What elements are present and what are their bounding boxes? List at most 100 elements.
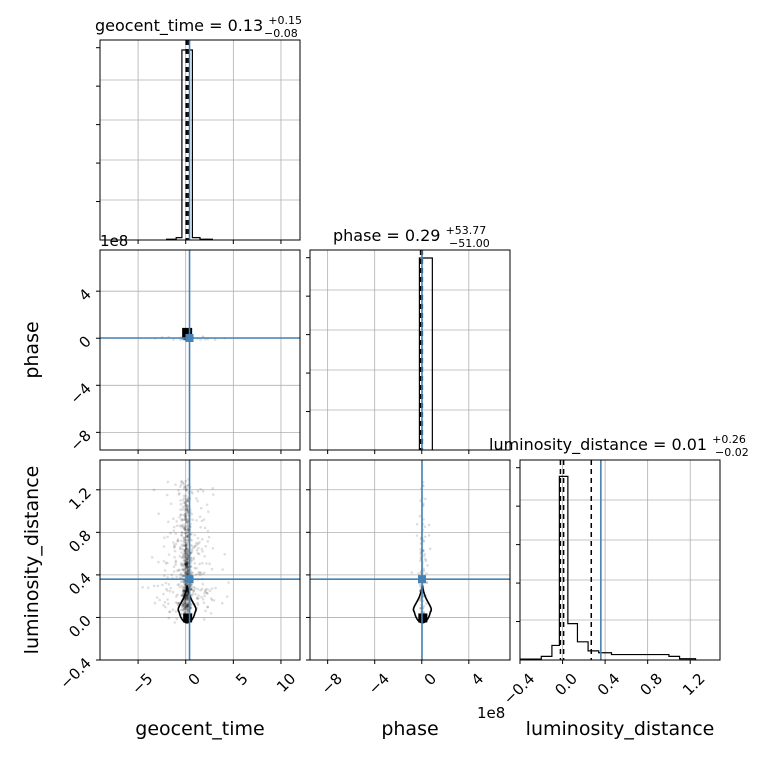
sample-point <box>186 602 190 605</box>
sample-point <box>177 493 181 496</box>
sample-point <box>181 531 184 534</box>
scatter-points <box>410 480 432 621</box>
panel-luminosity_distance-phase <box>306 459 511 664</box>
sample-point <box>181 589 185 593</box>
sample-point <box>191 518 194 521</box>
sample-point <box>183 600 186 603</box>
sample-point <box>182 610 186 613</box>
sample-point <box>198 515 202 519</box>
sample-point <box>186 565 190 569</box>
sample-point <box>422 518 425 521</box>
sample-point <box>423 535 427 538</box>
sample-point <box>184 571 187 575</box>
x-axis-label-luminosity-distance: luminosity_distance <box>526 718 715 740</box>
sample-point <box>185 573 188 576</box>
sample-point <box>141 585 144 589</box>
sample-point <box>183 518 187 521</box>
sample-point <box>195 548 199 552</box>
sample-point <box>185 602 189 606</box>
sample-point <box>182 538 186 542</box>
sample-point <box>182 513 186 517</box>
sample-point <box>186 571 189 575</box>
sample-point <box>184 605 187 609</box>
sample-point <box>184 547 188 551</box>
title-luminosity-distance-minus: −0.02 <box>715 446 749 459</box>
sample-point <box>192 590 195 594</box>
sample-point <box>181 554 185 558</box>
density-peak <box>183 613 193 623</box>
sample-point <box>184 605 188 609</box>
sample-point <box>189 565 193 569</box>
sample-point <box>185 594 189 598</box>
sample-point <box>186 595 189 598</box>
sample-point <box>186 593 189 597</box>
sample-point <box>180 539 183 543</box>
y-tick-label-luminosity-distance-4: 1.2 <box>65 484 95 514</box>
x-tick-label-phase-2: 0 <box>421 670 440 689</box>
sample-point <box>185 563 189 566</box>
sample-point <box>211 547 215 550</box>
sample-point <box>185 562 188 566</box>
sample-point <box>181 601 185 605</box>
sample-point <box>185 572 189 575</box>
sample-point <box>186 526 189 529</box>
sample-point <box>183 536 187 540</box>
sample-point <box>169 502 173 506</box>
sample-point <box>210 567 214 571</box>
sample-point <box>176 583 180 587</box>
sample-point <box>165 493 169 497</box>
sample-point <box>183 553 186 556</box>
sample-point <box>186 510 189 513</box>
sample-point <box>182 487 186 491</box>
sample-point <box>183 541 186 544</box>
sample-point <box>194 573 198 577</box>
sample-point <box>186 550 189 553</box>
sample-point <box>183 551 187 554</box>
sample-point <box>185 611 189 614</box>
sample-point <box>162 545 166 548</box>
sample-point <box>203 594 206 598</box>
sample-point <box>184 488 188 492</box>
sample-point <box>184 543 188 547</box>
sample-point <box>181 594 184 597</box>
sample-point <box>204 590 207 593</box>
x-tick-label-geocent-time-3: 10 <box>273 670 299 696</box>
sample-point <box>208 589 212 592</box>
grid <box>520 460 720 660</box>
sample-point <box>186 530 189 534</box>
sample-point <box>166 561 169 565</box>
sample-point <box>200 538 204 541</box>
sample-point <box>185 562 189 565</box>
sample-point <box>179 572 183 575</box>
sample-point <box>161 583 164 587</box>
sample-point <box>179 609 183 612</box>
sample-point <box>174 610 178 613</box>
sample-point <box>415 522 419 526</box>
sample-point <box>172 541 175 544</box>
sample-point <box>197 542 200 545</box>
sample-point <box>180 524 184 527</box>
sample-point <box>186 508 189 512</box>
sample-point <box>178 524 182 527</box>
sample-point <box>199 506 203 510</box>
sample-point <box>183 518 187 521</box>
panel-content <box>310 460 510 660</box>
sample-point <box>185 563 188 567</box>
sample-point <box>166 535 169 539</box>
title-phase-main: phase = 0.29 <box>333 226 440 245</box>
sample-point <box>162 592 165 596</box>
offset-multiplier-phase: 1e8 <box>100 232 128 250</box>
sample-point <box>181 524 184 527</box>
sample-point <box>185 547 189 550</box>
sample-point <box>186 569 189 572</box>
sample-point <box>425 602 428 605</box>
sample-point <box>186 505 189 508</box>
sample-point <box>182 589 185 593</box>
sample-point <box>178 547 182 551</box>
sample-point <box>191 592 194 596</box>
sample-point <box>152 488 156 492</box>
sample-point <box>185 566 189 570</box>
sample-point <box>186 593 189 596</box>
sample-point <box>179 338 182 342</box>
sample-point <box>186 594 189 597</box>
